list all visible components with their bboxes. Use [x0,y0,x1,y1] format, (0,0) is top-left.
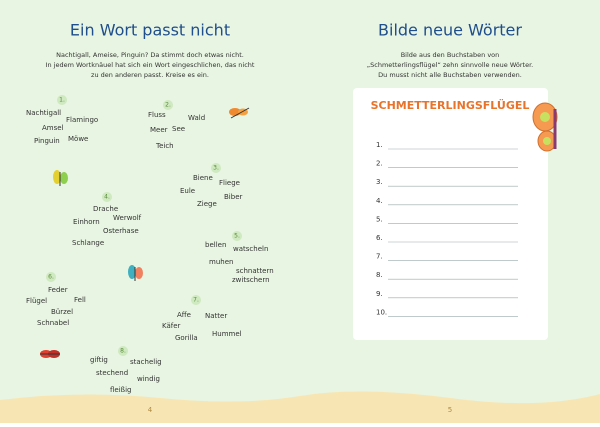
source-word: SCHMETTERLINGSFLÜGEL [371,98,530,112]
butterfly [229,107,250,119]
cluster-word: fleißig [110,386,131,394]
instruction-line: Nachtigall, Ameise, Pinguin? Da stimmt d… [56,51,244,59]
cluster-word: Gorilla [175,334,198,342]
cluster-word: Pinguin [34,137,60,145]
cluster-number: 7. [193,297,199,304]
line-number: 2. [376,160,383,168]
cluster-word: giftig [90,356,108,364]
cluster-word: Osterhase [103,227,139,235]
cluster-word: Drache [93,205,118,213]
cluster-word: Eule [180,187,195,195]
cluster-word: Feder [48,286,68,294]
number-badge [102,192,112,202]
cluster-word: See [172,125,185,133]
instruction-line: Bilde aus den Buchstaben von [401,51,500,59]
number-badge [46,272,56,282]
butterfly [40,350,60,358]
line-number: 6. [376,234,383,242]
cluster-word: Biene [193,174,213,182]
cluster-word: stachelig [130,358,162,366]
cluster-word: Fluss [148,111,166,119]
cluster-number: 4. [104,194,110,201]
left-title: Ein Wort passt nicht [70,21,230,40]
cluster-word: Fliege [219,179,240,187]
cluster-word: zwitschern [232,276,270,284]
cluster-number: 8. [120,348,126,355]
instruction-line: „Schmetterlingsflügel“ zehn sinnvolle ne… [367,61,533,69]
cluster-word: Schnabel [37,319,69,327]
cluster-number: 2. [165,102,171,109]
number-badge [191,295,201,305]
cluster-word: stechend [96,369,128,377]
writing-box [353,88,548,340]
cluster-word: Bürzel [51,308,73,316]
cluster-number: 1. [59,97,65,104]
sand-ground [0,391,600,423]
cluster-word: Käfer [162,322,181,330]
cluster-word: schnattern [236,267,274,275]
page-number: 5 [448,406,452,414]
cluster-number: 3. [213,165,219,172]
cluster-word: Affe [177,311,191,319]
right-title: Bilde neue Wörter [378,21,522,40]
number-badge [57,95,67,105]
instruction-line: Du musst nicht alle Buchstaben verwenden… [378,71,522,79]
cluster-word: Ziege [197,200,217,208]
cluster-number: 5. [234,233,240,240]
line-number: 8. [376,271,383,279]
page-number: 4 [148,406,153,414]
line-number: 3. [376,178,383,186]
cluster-word: Wald [188,114,205,122]
cluster-word: Nachtigall [26,109,61,117]
cluster-word: windig [137,375,160,383]
cluster-word: Einhorn [73,218,100,226]
cluster-word: Teich [155,142,174,150]
cluster-word: Hummel [212,330,242,338]
line-number: 1. [376,141,383,149]
butterfly [532,102,558,152]
line-number: 5. [376,215,383,223]
instruction-line: In jedem Wortknäuel hat sich ein Wort ei… [46,61,255,69]
cluster-word: Schlange [72,239,104,247]
cluster-word: Flügel [26,297,47,305]
cluster-word: bellen [205,241,226,249]
line-number: 4. [376,197,383,205]
cluster-word: muhen [209,258,233,266]
cluster-word: Fell [74,296,86,304]
cluster-word: Meer [150,126,168,134]
number-badge [163,100,173,110]
cluster-word: Natter [205,312,227,320]
number-badge [211,163,221,173]
cluster-word: Flamingo [66,116,98,124]
number-badge [118,346,128,356]
cluster-word: Möwe [68,135,88,143]
line-number: 10. [376,308,387,316]
number-badge [232,231,242,241]
line-number: 7. [376,253,383,261]
instruction-line: zu den anderen passt. Kreise es ein. [91,71,209,79]
butterfly [53,170,68,186]
line-number: 9. [376,290,383,298]
butterfly [128,265,143,281]
cluster-word: Werwolf [113,214,142,222]
cluster-word: Amsel [42,124,64,132]
cluster-number: 6. [48,274,54,281]
cluster-word: watscheln [233,245,268,253]
cluster-word: Biber [224,193,242,201]
